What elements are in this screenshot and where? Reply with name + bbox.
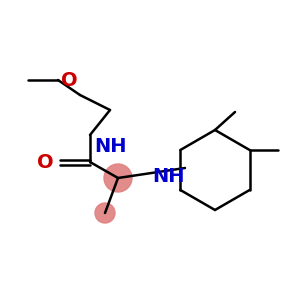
Text: O: O — [38, 152, 54, 172]
Text: O: O — [61, 70, 78, 89]
Text: NH: NH — [152, 167, 184, 185]
Circle shape — [104, 164, 132, 192]
Circle shape — [95, 203, 115, 223]
Text: NH: NH — [94, 137, 127, 156]
